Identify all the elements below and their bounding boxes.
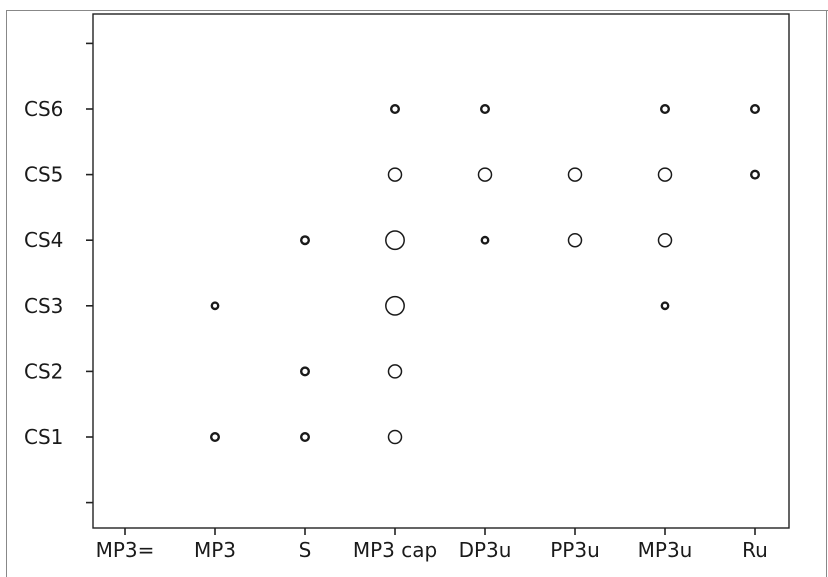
data-point — [390, 103, 401, 114]
x-tick-label: MP3 — [194, 538, 236, 562]
data-point — [385, 295, 405, 316]
y-tick-label: CS1 — [24, 425, 63, 449]
data-point — [385, 230, 405, 251]
data-point — [750, 103, 761, 114]
x-tick-label: PP3u — [550, 538, 600, 562]
data-point — [567, 232, 583, 248]
y-tick-label: CS2 — [24, 359, 63, 383]
y-tick-label: CS3 — [24, 294, 63, 318]
data-point — [300, 432, 311, 443]
data-point — [210, 301, 220, 311]
x-tick-label: DP3u — [459, 538, 512, 562]
y-tick-label: CS4 — [24, 228, 63, 252]
y-tick-label: CS5 — [24, 163, 63, 187]
x-tick-label: MP3= — [96, 538, 155, 562]
data-point — [209, 432, 220, 443]
data-point — [387, 364, 403, 379]
plot-area — [92, 13, 790, 529]
data-point — [660, 301, 670, 311]
y-axis: CS1 CS2 CS3 CS4 CS5 CS6 — [24, 42, 93, 504]
data-point — [300, 235, 311, 246]
x-tick-label: Ru — [742, 538, 768, 562]
data-point — [300, 366, 311, 377]
data-point — [657, 167, 673, 182]
y-tick-label: CS6 — [24, 97, 63, 121]
x-tick-label: MP3 cap — [353, 538, 437, 562]
x-tick-label: S — [299, 538, 312, 562]
data-point — [477, 167, 493, 182]
figure-border — [6, 10, 828, 577]
data-point — [387, 167, 403, 182]
data-point — [480, 235, 490, 245]
data-point — [660, 103, 671, 114]
data-point — [480, 103, 491, 114]
data-point — [567, 167, 583, 182]
data-points — [209, 103, 761, 445]
data-point — [750, 169, 761, 180]
x-tick-label: MP3u — [638, 538, 693, 562]
x-axis: MP3= MP3 S MP3 cap DP3u PP3u MP3u Ru — [96, 528, 768, 562]
data-point — [387, 429, 403, 445]
data-point — [657, 232, 673, 248]
